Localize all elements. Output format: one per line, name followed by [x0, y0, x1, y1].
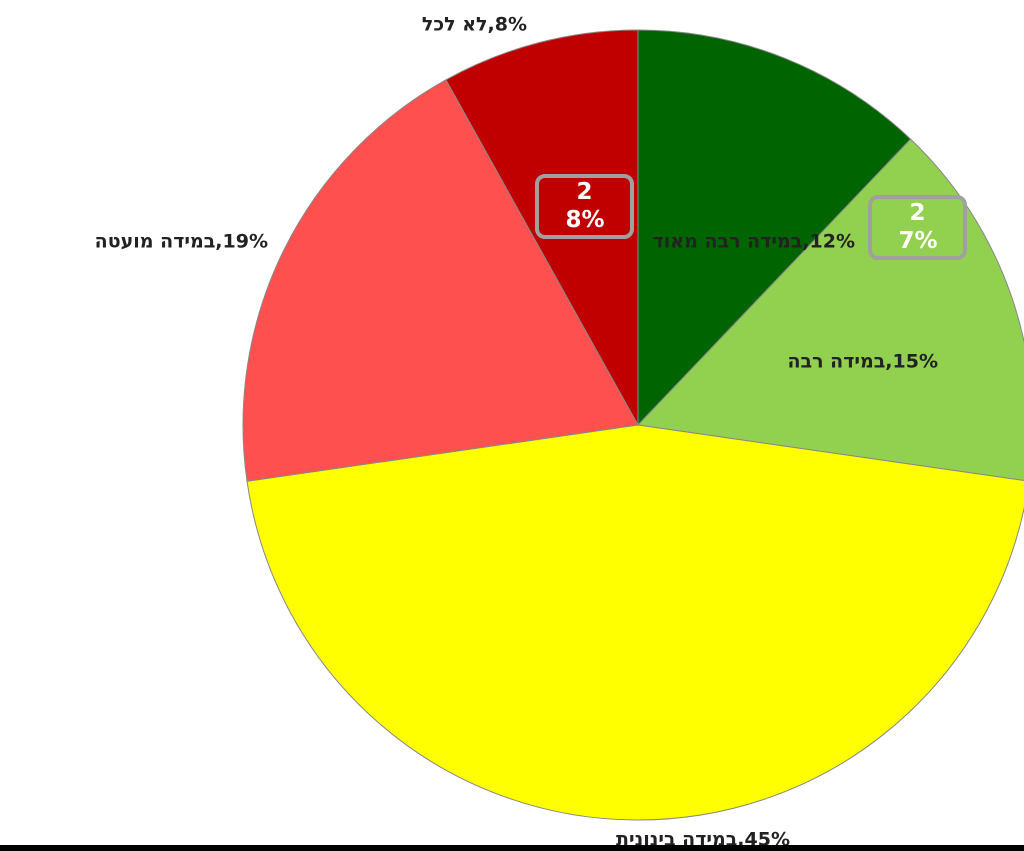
- annotation: 28%: [565, 179, 605, 233]
- bottom-bar: [0, 845, 1024, 851]
- slice-label: הטעומ הדימב,19%: [95, 231, 268, 253]
- pie-slice: [445, 29, 639, 427]
- pie-slice: [242, 79, 639, 482]
- annotation: 27%: [898, 200, 938, 254]
- pie-slice: [637, 29, 912, 427]
- pie-slice: [636, 138, 1024, 482]
- slice-label: דואמ הבר הדימב,12%: [653, 231, 855, 253]
- slice-label: הבר הדימב,15%: [787, 351, 938, 373]
- annotation-box: [535, 174, 634, 239]
- slice-label: לכל אל,8%: [422, 14, 527, 36]
- annotation-text: 27%: [898, 200, 938, 254]
- pie-slice: [246, 424, 1024, 821]
- annotation-text: 28%: [565, 179, 605, 233]
- annotation-box: [868, 195, 967, 260]
